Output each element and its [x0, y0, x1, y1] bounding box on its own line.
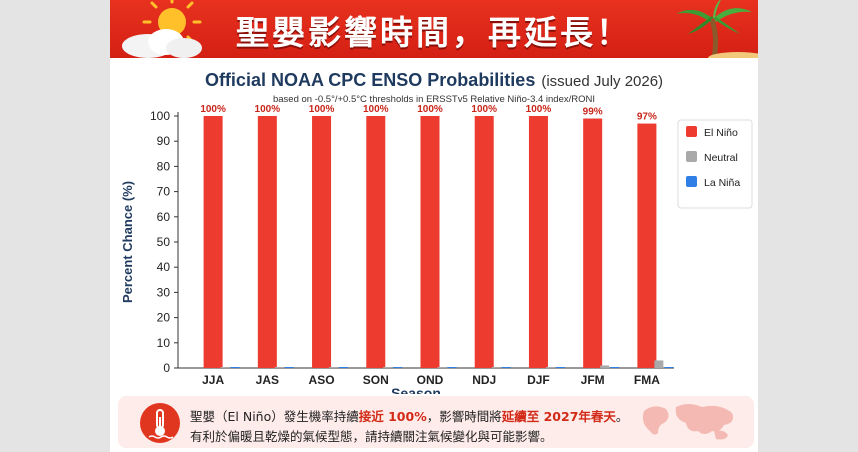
footer-line-1: 聖嬰（El Niño）發生機率持續接近 100%，影響時間將延續至 2027年春… [190, 406, 628, 425]
enso-chart: Official NOAA CPC ENSO Probabilities (iss… [120, 70, 753, 394]
bar-elnio-fma [637, 123, 657, 368]
bar-neutral-son [383, 367, 393, 368]
legend-label: La Niña [704, 177, 740, 189]
legend-swatch [686, 151, 697, 162]
chart-title-suffix: (issued July 2026) [541, 73, 663, 90]
bar-lania-fma [664, 367, 674, 368]
bar-elnio-son [366, 116, 386, 368]
palm-tree-icon [676, 0, 758, 58]
bar-elnio-djf [528, 116, 548, 368]
footer-highlight: 接近 100% [358, 409, 427, 424]
footer-text: 聖嬰（El Niño）發生機率持續 [190, 409, 359, 424]
world-map-icon [642, 404, 733, 440]
y-tick-label: 100 [150, 109, 170, 123]
data-label: 100% [309, 104, 335, 115]
data-label: 100% [471, 104, 497, 115]
bar-elnio-jfm [583, 118, 603, 368]
bar-elnio-ndj [474, 116, 494, 368]
y-tick-label: 30 [157, 285, 171, 299]
footer-text: ，影響時間將 [426, 409, 502, 424]
chart-subtitle: based on -0.5°/+0.5°C thresholds in ERSS… [273, 94, 595, 105]
bar-elnio-jja [203, 116, 223, 368]
bar-lania-son [393, 367, 403, 368]
data-label: 100% [255, 104, 281, 115]
chart-title: Official NOAA CPC ENSO Probabilities (iss… [205, 70, 663, 90]
y-tick-label: 80 [157, 159, 171, 173]
infographic-card: 聖嬰影響時間，再延長！ Official NOAA CPC ENSO Proba… [110, 0, 758, 452]
x-tick-label: JAS [256, 373, 279, 387]
bar-neutral-jja [220, 367, 230, 368]
bar-neutral-ndj [491, 367, 501, 368]
x-tick-label: FMA [634, 373, 660, 387]
bar-lania-djf [555, 367, 565, 368]
background-right [758, 0, 858, 452]
data-label: 99% [583, 107, 603, 118]
bar-elnio-ond [420, 116, 440, 368]
plot-area: 0 10 20 30 40 50 60 70 80 90 100 Percent Chance (%)… [120, 104, 674, 394]
x-tick-label: JFM [581, 373, 605, 387]
footer-text: 。 [615, 409, 629, 424]
data-label: 100% [526, 104, 552, 115]
background-left [0, 0, 110, 452]
footer-note: 聖嬰（El Niño）發生機率持續接近 100%，影響時間將延續至 2027年春… [118, 396, 754, 448]
footer-line-2: 有利於偏暖且乾燥的氣候型態，請持續關注氣候變化與可能影響。 [190, 429, 553, 444]
bar-lania-jja [230, 367, 240, 368]
banner: 聖嬰影響時間，再延長！ [110, 0, 758, 58]
data-label: 100% [363, 104, 389, 115]
legend-swatch [686, 176, 697, 187]
bar-neutral-aso [329, 367, 339, 368]
x-tick-label: JJA [202, 373, 224, 387]
data-label: 100% [200, 104, 226, 115]
y-tick-label: 10 [157, 336, 171, 350]
y-tick-label: 70 [157, 185, 171, 199]
y-tick-label: 90 [157, 134, 171, 148]
bar-lania-aso [339, 367, 349, 368]
legend-label: Neutral [704, 152, 738, 164]
y-axis-label: Percent Chance (%) [120, 181, 135, 303]
legend-swatch [686, 126, 697, 137]
x-tick-label: ASO [309, 373, 335, 387]
bar-neutral-djf [545, 367, 555, 368]
bar-neutral-jfm [600, 365, 610, 368]
data-label: 97% [637, 112, 657, 123]
bar-elnio-aso [312, 116, 332, 368]
x-tick-label: DJF [527, 373, 550, 387]
x-tick-label: OND [417, 373, 444, 387]
chart-title-main: Official NOAA CPC ENSO Probabilities [205, 70, 535, 90]
bar-neutral-ond [437, 367, 447, 368]
bar-lania-ndj [501, 367, 511, 368]
footer-highlight: 延續至 2027年春天 [501, 409, 616, 424]
y-tick-label: 60 [157, 210, 171, 224]
banner-title: 聖嬰影響時間，再延長！ [236, 13, 632, 52]
bar-lania-ond [447, 367, 457, 368]
bar-lania-jas [284, 367, 294, 368]
bar-lania-jfm [610, 367, 620, 368]
bar-elnio-jas [257, 116, 277, 368]
legend-label: El Niño [704, 127, 738, 139]
x-tick-label: SON [363, 373, 389, 387]
y-tick-label: 50 [157, 235, 171, 249]
sun-cloud-icon [122, 0, 202, 58]
y-tick-label: 20 [157, 311, 171, 325]
bar-neutral-jas [274, 367, 284, 368]
y-tick-label: 0 [163, 361, 170, 375]
data-label: 100% [417, 104, 443, 115]
y-tick-label: 40 [157, 260, 171, 274]
x-axis-label: Season [391, 385, 441, 394]
legend: El Niño Neutral La Niña [677, 119, 753, 209]
x-tick-label: NDJ [472, 373, 496, 387]
thermometer-icon [140, 403, 180, 443]
bar-neutral-fma [654, 360, 664, 368]
